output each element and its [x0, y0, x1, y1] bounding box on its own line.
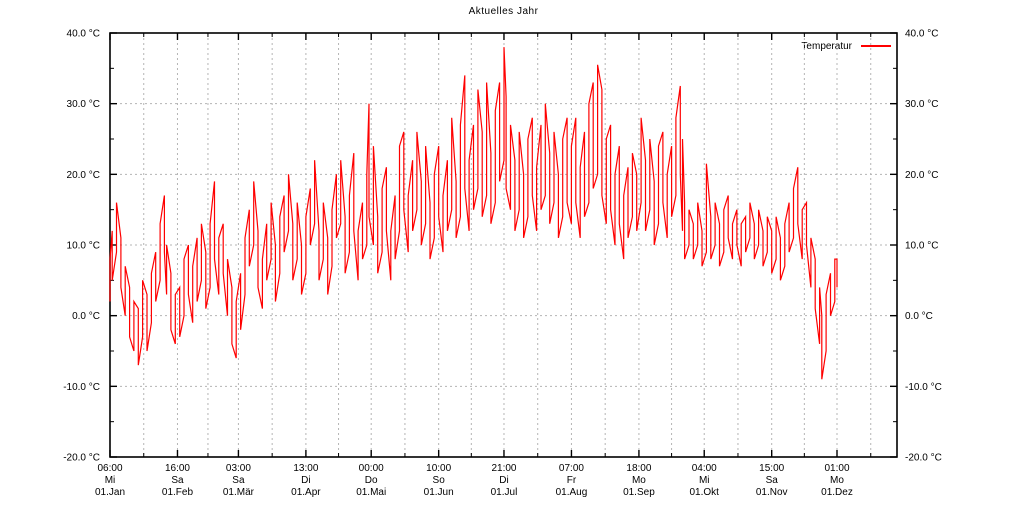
y-axis-label-left: -20.0 °C [63, 453, 100, 464]
temperature-line [109, 47, 838, 380]
x-axis-label-time: 00:00 [359, 463, 384, 474]
x-axis-label-date: 01.Mär [223, 487, 255, 498]
x-axis-label-weekday: Do [365, 475, 378, 486]
x-axis-label-date: 01.Mai [356, 487, 386, 498]
x-axis-label-weekday: Di [301, 475, 310, 486]
x-axis-label-time: 21:00 [491, 463, 516, 474]
x-axis-label-weekday: Mo [830, 475, 844, 486]
x-axis-label-time: 16:00 [165, 463, 190, 474]
x-axis-label-weekday: So [433, 475, 446, 486]
y-axis-label-right: 20.0 °C [905, 170, 938, 181]
x-axis-label-weekday: Fr [567, 475, 577, 486]
x-axis-label-time: 06:00 [97, 463, 122, 474]
x-axis-label-weekday: Di [499, 475, 508, 486]
x-axis-label-weekday: Mi [105, 475, 116, 486]
x-axis-label-time: 03:00 [226, 463, 251, 474]
x-axis-label-date: 01.Jun [424, 487, 454, 498]
y-axis-label-left: 20.0 °C [67, 170, 100, 181]
y-axis-label-left: -10.0 °C [63, 382, 100, 393]
x-axis-label-date: 01.Jul [491, 487, 518, 498]
y-axis-label-left: 0.0 °C [72, 311, 100, 322]
x-axis-label-date: 01.Jan [95, 487, 125, 498]
legend-label: Temperatur [801, 40, 852, 52]
y-axis-label-right: 30.0 °C [905, 99, 938, 110]
x-axis-label-weekday: Mo [632, 475, 646, 486]
x-axis-label-time: 10:00 [426, 463, 451, 474]
x-axis-label-time: 04:00 [692, 463, 717, 474]
legend-line-sample [861, 45, 891, 47]
x-axis-label-time: 01:00 [824, 463, 849, 474]
y-axis-label-left: 30.0 °C [67, 99, 100, 110]
y-axis-label-left: 10.0 °C [67, 241, 100, 252]
legend: Temperatur [0, 40, 891, 52]
x-axis-label-date: 01.Nov [756, 487, 788, 498]
x-axis-label-weekday: Sa [171, 475, 184, 486]
y-axis-label-right: 0.0 °C [905, 311, 933, 322]
x-axis-label-time: 18:00 [626, 463, 651, 474]
y-axis-label-right: -20.0 °C [905, 453, 942, 464]
y-axis-label-right: -10.0 °C [905, 382, 942, 393]
x-axis-label-date: 01.Sep [623, 487, 655, 498]
y-axis-label-right: 40.0 °C [905, 29, 938, 40]
y-axis-label-left: 40.0 °C [67, 29, 100, 40]
x-axis-label-weekday: Mi [699, 475, 710, 486]
x-axis-label-date: 01.Aug [556, 487, 588, 498]
x-axis-label-date: 01.Dez [821, 487, 853, 498]
x-axis-label-weekday: Sa [766, 475, 779, 486]
x-axis-label-date: 01.Feb [162, 487, 194, 498]
x-axis-label-time: 07:00 [559, 463, 584, 474]
x-axis-label-time: 13:00 [293, 463, 318, 474]
x-axis-label-time: 15:00 [759, 463, 784, 474]
x-axis-label-weekday: Sa [232, 475, 245, 486]
x-axis-label-date: 01.Apr [291, 487, 321, 498]
chart-title: Aktuelles Jahr [468, 6, 539, 17]
x-axis-label-date: 01.Okt [689, 487, 719, 498]
y-axis-label-right: 10.0 °C [905, 241, 938, 252]
